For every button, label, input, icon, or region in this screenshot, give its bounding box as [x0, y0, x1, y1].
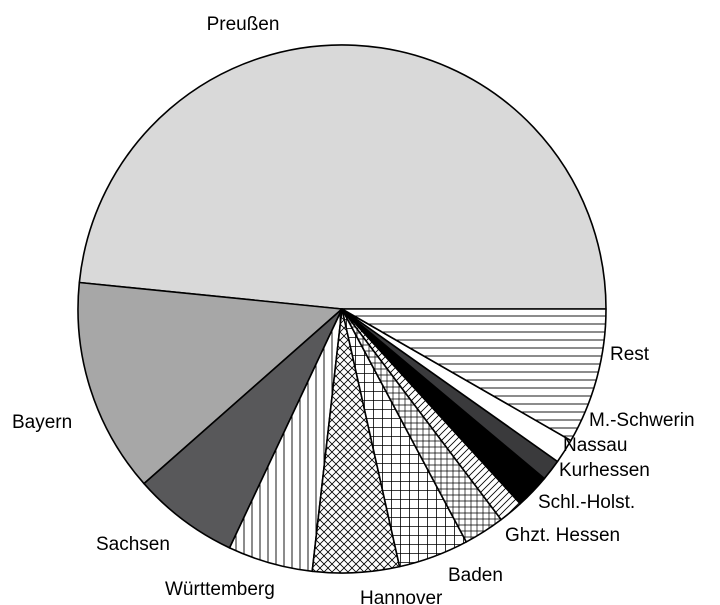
slice-label-kurhessen: Kurhessen [559, 460, 650, 481]
slice-label-baden: Baden [448, 565, 503, 586]
slice-label-schl-holst: Schl.-Holst. [538, 492, 635, 513]
pie-slice-preussen [78, 44, 607, 310]
slice-label-rest: Rest [610, 344, 650, 365]
slice-label-bayern: Bayern [12, 412, 72, 433]
slice-label-preussen: Preußen [207, 14, 280, 35]
slice-label-ghzt-hessen: Ghzt. Hessen [505, 525, 620, 546]
slice-label-nassau: Nassau [563, 435, 627, 456]
slice-label-hannover: Hannover [360, 588, 443, 605]
slice-label-m-schwerin: M.-Schwerin [589, 410, 695, 431]
pie-slice-bayern [77, 281, 343, 485]
pie-slice-rest [341, 308, 607, 442]
slice-label-wuerttemberg: Württemberg [165, 579, 275, 600]
slice-label-sachsen: Sachsen [96, 534, 170, 555]
